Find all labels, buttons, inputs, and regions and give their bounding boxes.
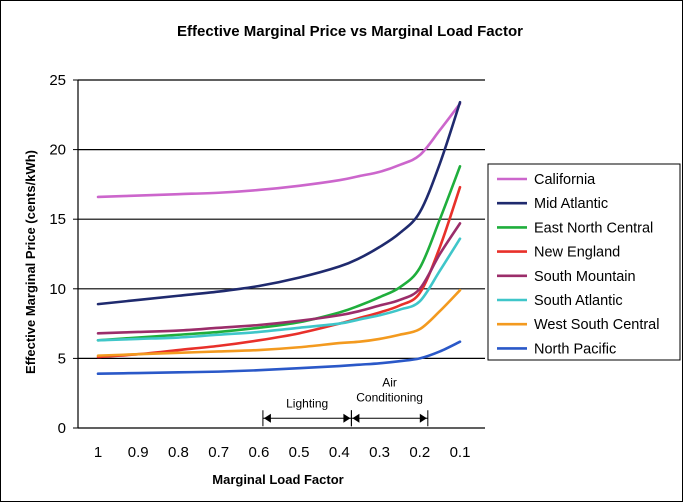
y-tick-labels: 0 5 10 15 20 25 (49, 72, 66, 437)
series-line-5 (96, 237, 462, 342)
series-line-2 (96, 165, 462, 342)
series-line-4 (96, 222, 462, 335)
annotation-arrowhead (343, 413, 351, 423)
legend-label-0: California (534, 172, 596, 188)
annotation-label-0: Lighting (286, 396, 328, 410)
annotations: Lighting Air Conditioning (262, 375, 429, 427)
x-tick-label-8: 0.2 (409, 444, 430, 461)
x-tick-label-5: 0.5 (289, 444, 310, 461)
y-tick-label-4: 20 (49, 142, 66, 159)
x-tick-labels: 1 0.9 0.8 0.7 0.6 0.5 0.4 0.3 0.2 0.1 (94, 444, 471, 461)
plot-series (96, 100, 462, 376)
y-tick-label-5: 25 (49, 72, 66, 89)
annotation-arrowhead (419, 413, 427, 423)
legend-label-1: Mid Atlantic (534, 196, 608, 212)
y-axis-label: Effective Marginal Price (cents/kWh) (23, 150, 38, 374)
y-tick-label-0: 0 (58, 420, 66, 437)
x-tick-label-9: 0.1 (450, 444, 471, 461)
axes (73, 79, 485, 429)
y-tick-label-1: 5 (58, 350, 66, 367)
x-tick-label-4: 0.6 (248, 444, 269, 461)
annotation-arrowhead (263, 413, 271, 423)
legend-label-5: South Atlantic (534, 293, 623, 309)
x-tick-label-2: 0.8 (168, 444, 189, 461)
legend-label-6: West South Central (534, 317, 659, 333)
x-tick-label-1: 0.9 (128, 444, 149, 461)
legend-label-7: North Pacific (534, 341, 616, 357)
x-tick-label-6: 0.4 (329, 444, 350, 461)
series-line-7 (96, 340, 462, 376)
chart-title: Effective Marginal Price vs Marginal Loa… (177, 23, 523, 40)
legend-label-4: South Mountain (534, 269, 636, 285)
annotation-label-1: Air Conditioning (356, 375, 423, 404)
legend-box (487, 163, 681, 361)
legend-label-3: New England (534, 245, 620, 261)
gridlines (78, 79, 485, 359)
legend-label-2: East North Central (534, 220, 653, 236)
series-line-6 (96, 288, 462, 357)
y-tick-label-3: 15 (49, 211, 66, 228)
x-tick-label-7: 0.3 (369, 444, 390, 461)
x-tick-label-0: 1 (94, 444, 102, 461)
y-tick-label-2: 10 (49, 281, 66, 298)
series-line-1 (96, 100, 462, 306)
x-tick-label-3: 0.7 (208, 444, 229, 461)
legend: California Mid Atlantic East North Central… (487, 163, 681, 361)
series-line-0 (96, 102, 462, 199)
annotation-arrowhead (352, 413, 360, 423)
x-axis-label: Marginal Load Factor (212, 472, 343, 487)
